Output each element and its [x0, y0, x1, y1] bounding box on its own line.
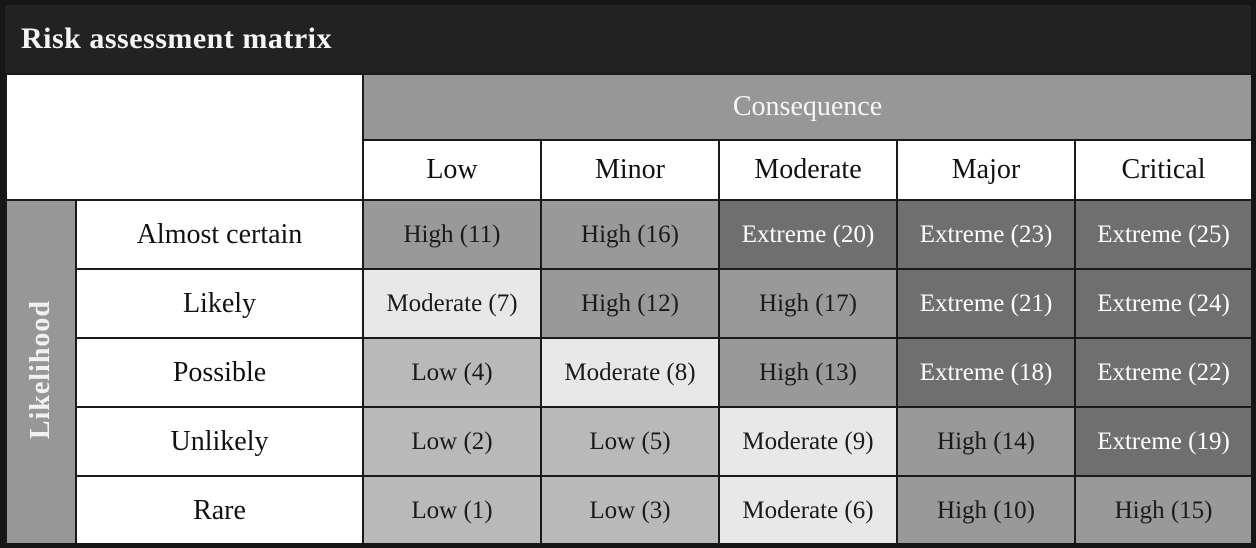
column-header-minor: Minor [540, 139, 720, 201]
title-bar: Risk assessment matrix [5, 5, 1251, 73]
matrix-cell: Low (5) [540, 406, 720, 477]
risk-matrix-table: Consequence Low Minor Moderate Major Cri… [5, 73, 1251, 543]
matrix-cell: Moderate (8) [540, 337, 720, 408]
matrix-cell: High (16) [540, 199, 720, 270]
matrix-cell: Low (1) [362, 475, 542, 543]
consequence-header: Consequence [361, 73, 1251, 141]
table-row: Rare Low (1) Low (3) Moderate (6) High (… [6, 475, 1251, 543]
consequence-header-row: Consequence [5, 73, 1251, 201]
table-row: Possible Low (4) Moderate (8) High (13) … [6, 337, 1251, 408]
matrix-cell: Moderate (6) [718, 475, 898, 543]
matrix-cell: Low (3) [540, 475, 720, 543]
matrix-cell: Extreme (18) [896, 337, 1076, 408]
matrix-cell: Low (2) [362, 406, 542, 477]
column-header-critical: Critical [1073, 139, 1251, 201]
matrix-cell: Extreme (20) [718, 199, 898, 270]
matrix-cell: Extreme (21) [896, 268, 1076, 339]
row-label-possible: Possible [75, 337, 364, 408]
page-title: Risk assessment matrix [21, 22, 332, 55]
matrix-cell: High (13) [718, 337, 898, 408]
table-row: Likely Moderate (7) High (12) High (17) … [6, 268, 1251, 339]
likelihood-header: Likelihood [5, 199, 77, 543]
matrix-cell: Low (4) [362, 337, 542, 408]
table-row: Unlikely Low (2) Low (5) Moderate (9) Hi… [6, 406, 1251, 477]
matrix-cell: Moderate (7) [362, 268, 542, 339]
column-header-moderate: Moderate [718, 139, 898, 201]
row-label-likely: Likely [75, 268, 364, 339]
matrix-cell: High (15) [1073, 475, 1251, 543]
table-row: Likelihood Almost certain High (11) High… [5, 199, 1251, 543]
row-label-almost-certain: Almost certain [75, 199, 364, 270]
matrix-cell: High (14) [896, 406, 1076, 477]
row-label-unlikely: Unlikely [75, 406, 364, 477]
matrix-cell: Extreme (25) [1073, 199, 1251, 270]
matrix-cell: Extreme (22) [1073, 337, 1251, 408]
matrix-cell: Extreme (24) [1073, 268, 1251, 339]
column-header-major: Major [896, 139, 1076, 201]
matrix-cell: High (12) [540, 268, 720, 339]
matrix-cell: High (10) [896, 475, 1076, 543]
matrix-cell: High (11) [362, 199, 542, 270]
matrix-cell: High (17) [718, 268, 898, 339]
matrix-cell: Extreme (23) [896, 199, 1076, 270]
corner-cell [5, 73, 364, 201]
column-header-low: Low [362, 139, 542, 201]
matrix-cell: Moderate (9) [718, 406, 898, 477]
likelihood-label: Likelihood [25, 300, 56, 440]
row-label-rare: Rare [75, 475, 364, 543]
matrix-cell: Extreme (19) [1073, 406, 1251, 477]
column-header-row: Low Minor Moderate Major Critical [6, 139, 1251, 201]
